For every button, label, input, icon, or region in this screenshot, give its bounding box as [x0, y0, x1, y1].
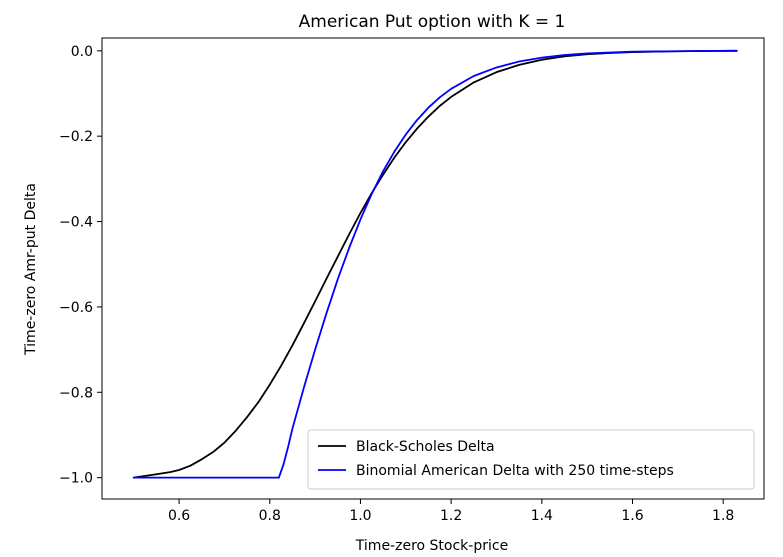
- y-tick-label: −0.4: [59, 215, 93, 231]
- series-line-0: [132, 49, 738, 479]
- plot-frame: [101, 37, 765, 500]
- x-axis-label: Time-zero Stock-price: [355, 538, 508, 554]
- x-tick-label: 1.0: [349, 508, 371, 524]
- y-axis-ticks: 0.0 −0.2 −0.4 −0.6 −0.8 −1.0: [59, 44, 102, 487]
- y-tick-label: −0.6: [59, 300, 93, 316]
- y-tick-label: 0.0: [71, 44, 93, 60]
- legend: Black-Scholes Delta Binomial American Del…: [307, 429, 755, 490]
- x-tick-label: 1.6: [621, 508, 643, 524]
- y-tick-label: −0.2: [59, 129, 93, 145]
- y-axis-label: Time-zero Amr-put Delta: [23, 183, 39, 356]
- legend-box: [307, 429, 755, 490]
- series-line-1: [132, 49, 738, 479]
- y-tick-label: −1.0: [59, 471, 93, 487]
- legend-label-0: Black-Scholes Delta: [356, 439, 495, 455]
- x-tick-label: 1.4: [531, 508, 553, 524]
- y-tick-label: −0.8: [59, 385, 93, 401]
- series-lines: [132, 49, 738, 479]
- x-axis-ticks: 0.6 0.8 1.0 1.2 1.4 1.6 1.8: [168, 499, 734, 524]
- x-tick-label: 1.8: [712, 508, 734, 524]
- x-tick-label: 0.6: [168, 508, 190, 524]
- legend-label-1: Binomial American Delta with 250 time-st…: [356, 463, 674, 479]
- chart-title: American Put option with K = 1: [299, 12, 566, 32]
- plot-frame-background: [102, 38, 764, 499]
- x-tick-label: 0.8: [259, 508, 281, 524]
- plot-area: [102, 38, 764, 499]
- x-tick-label: 1.2: [440, 508, 462, 524]
